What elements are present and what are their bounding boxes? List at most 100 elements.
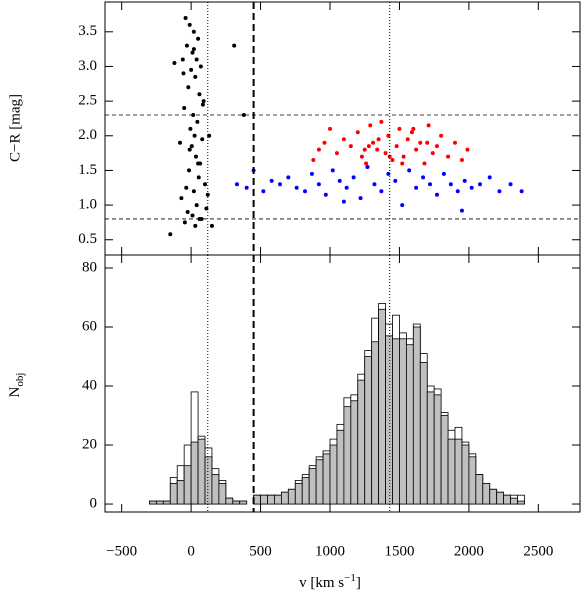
histogram-bar: [176, 480, 185, 505]
scatter-point: [193, 74, 198, 79]
scatter-point: [434, 192, 439, 197]
scatter-point: [351, 175, 356, 180]
histogram-bar: [162, 500, 171, 505]
histogram-bar: [378, 308, 386, 505]
y-tick-label: 20: [82, 436, 97, 452]
y-tick-label: 60: [82, 318, 97, 334]
scatter-point: [478, 182, 482, 187]
scatter-point: [316, 147, 321, 152]
histogram-bar: [232, 500, 241, 505]
histogram-bar: [440, 415, 449, 505]
scatter-point: [401, 154, 406, 159]
scatter-point: [362, 147, 367, 152]
scatter-point: [196, 161, 201, 166]
scatter-point: [414, 147, 419, 152]
scatter-point: [196, 36, 201, 41]
scatter-point: [414, 185, 419, 190]
scatter-point: [497, 189, 502, 194]
scatter-point: [193, 154, 198, 159]
histogram-bar: [510, 497, 518, 505]
scatter-point: [180, 57, 185, 62]
scatter-point: [364, 161, 369, 166]
scatter-point: [309, 171, 314, 176]
histogram-bar: [489, 488, 498, 505]
histogram-bar: [371, 341, 380, 505]
scatter-point: [519, 189, 524, 194]
scatter-point: [261, 189, 266, 194]
y-tick-label: 2.5: [78, 93, 97, 109]
histogram-bar: [239, 500, 248, 505]
scatter-point: [316, 182, 321, 187]
scatter-point: [192, 133, 197, 138]
y-tick-label: 2.0: [78, 127, 97, 143]
scatter-point: [200, 102, 205, 107]
histogram-bar: [329, 444, 338, 505]
scatter-point: [459, 208, 464, 213]
scatter-point: [185, 210, 190, 215]
histogram-bar: [336, 429, 345, 505]
scatter-point: [397, 126, 402, 131]
scatter-point: [348, 144, 353, 149]
scatter-point: [430, 151, 435, 156]
histogram-bar: [412, 326, 421, 505]
scatter-point: [428, 182, 432, 187]
scatter-point: [193, 223, 198, 228]
histogram-bar: [204, 456, 213, 505]
scatter-point: [181, 71, 186, 76]
scatter-point: [311, 158, 316, 163]
y-axis-label: Nobj: [7, 373, 25, 398]
y-tick-label: 3.5: [78, 23, 97, 39]
scatter-point: [372, 182, 377, 187]
scatter-point: [191, 189, 196, 194]
histogram-bar: [503, 494, 511, 505]
scatter-point: [386, 171, 391, 176]
scatter-point: [294, 185, 299, 190]
scatter-point: [426, 123, 431, 128]
scatter-point: [184, 43, 189, 48]
scatter-point: [394, 144, 399, 149]
scatter-point: [234, 182, 239, 187]
scatter-point: [422, 161, 427, 166]
histogram-bar: [267, 494, 275, 505]
scatter-point: [407, 168, 412, 173]
histogram-bar: [426, 391, 435, 505]
histogram-bar: [399, 338, 407, 505]
histogram-bar: [197, 438, 206, 505]
scatter-point: [487, 175, 492, 180]
y-tick-label: 0: [90, 495, 98, 511]
scatter-point: [182, 106, 187, 111]
histogram-bar: [225, 497, 234, 505]
histogram-bar: [350, 400, 359, 505]
scatter-point: [341, 137, 346, 142]
x-axis-label: v [km s−1]: [299, 572, 361, 592]
scatter-point: [371, 140, 376, 145]
scatter-point: [184, 185, 189, 190]
scatter-point: [448, 182, 453, 187]
scatter-point: [197, 92, 202, 97]
scatter-point: [411, 126, 416, 131]
scatter-point: [187, 22, 192, 27]
scatter-point: [278, 182, 282, 187]
scatter-point: [187, 147, 192, 152]
histogram-bar: [315, 459, 324, 505]
histogram-bar: [260, 494, 268, 505]
scatter-point: [328, 126, 332, 131]
histogram-bar: [357, 379, 366, 505]
scatter-point: [368, 123, 373, 128]
scatter-point: [434, 144, 439, 149]
scatter-point: [400, 203, 405, 208]
scatter-point: [179, 196, 184, 201]
scatter-point: [168, 232, 173, 237]
y-tick-label: 0.5: [78, 231, 97, 247]
scatter-point: [465, 147, 470, 152]
y-tick-label: 1.5: [78, 162, 97, 178]
y-tick-label: 1.0: [78, 197, 97, 213]
scatter-point: [355, 130, 360, 135]
scatter-point: [186, 85, 191, 90]
scatter-point: [334, 151, 339, 156]
scatter-point: [201, 99, 206, 104]
scatter-point: [269, 178, 274, 183]
scatter-point: [453, 140, 457, 145]
histogram-bar: [419, 362, 428, 505]
scatter-point: [390, 158, 395, 163]
